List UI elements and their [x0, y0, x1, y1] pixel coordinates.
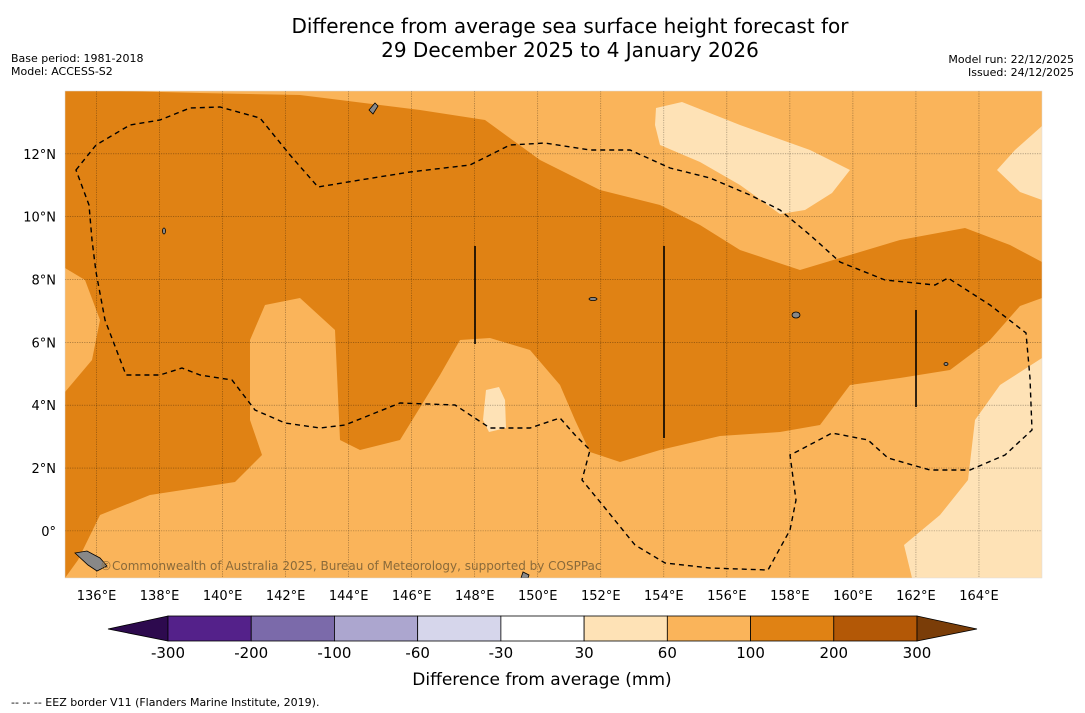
- lon-label: 142°E: [266, 589, 306, 604]
- lon-label: 146°E: [392, 589, 432, 604]
- colorbar-tick-label: 200: [819, 644, 848, 662]
- lat-label: 12°N: [23, 148, 56, 163]
- lon-label: 150°E: [518, 589, 558, 604]
- colorbar-tick-labels: -300 -200 -100 -60 -30 30 60 100 200 300: [151, 644, 931, 662]
- model-run: Model run: 22/12/2025: [948, 53, 1074, 66]
- title-line-2: 29 December 2025 to 4 January 2026: [381, 38, 759, 62]
- colorbar-underflow-arrow: [107, 615, 169, 642]
- eez-legend-note: -- -- -- EEZ border V11 (Flanders Marine…: [11, 696, 320, 709]
- lon-label: 156°E: [707, 589, 747, 604]
- island-kosrae-area: [943, 362, 949, 366]
- band-30-60-central-patch: [483, 387, 506, 432]
- lat-label: 4°N: [32, 399, 57, 414]
- colorbar: -300 -200 -100 -60 -30 30 60 100 200 300 Differen…: [107, 615, 978, 690]
- lon-label: 136°E: [77, 589, 117, 604]
- colorbar-tick-label: 300: [903, 644, 932, 662]
- colorbar-box: [417, 615, 502, 642]
- island-palau-area: [162, 227, 166, 235]
- colorbar-tick-label: -100: [317, 644, 351, 662]
- lon-label: 140°E: [203, 589, 243, 604]
- colorbar-box: [334, 615, 419, 642]
- attribution: ©Commonwealth of Australia 2025, Bureau …: [100, 559, 602, 573]
- colorbar-box: [500, 615, 585, 642]
- island-pohnpei-area: [791, 311, 801, 319]
- band-100-200-region: [65, 91, 1042, 578]
- map-title: Difference from average sea surface heig…: [200, 14, 940, 62]
- lat-label: 8°N: [32, 274, 57, 289]
- title-line-1: Difference from average sea surface heig…: [291, 14, 849, 38]
- colorbar-box: [167, 615, 252, 642]
- colorbar-boxes: [167, 615, 918, 642]
- lon-label: 164°E: [959, 589, 999, 604]
- colorbar-box: [250, 615, 335, 642]
- lon-label: 152°E: [581, 589, 621, 604]
- map-panel: ©Commonwealth of Australia 2025, Bureau …: [65, 91, 1042, 578]
- island-guam-area: [368, 102, 379, 115]
- island-new-ireland-area: [74, 550, 108, 572]
- latitude-labels: 12°N 10°N 8°N 6°N 4°N 2°N 0°: [23, 148, 56, 540]
- lat-label: 2°N: [32, 462, 57, 477]
- issued-date: Issued: 24/12/2025: [967, 66, 1074, 79]
- colorbar-tick-label: -300: [151, 644, 185, 662]
- band-30-60-north-patch: [655, 102, 850, 214]
- colorbar-box: [750, 615, 835, 642]
- island-chuuk-area: [588, 296, 598, 301]
- colorbar-box: [666, 615, 751, 642]
- lat-label: 0°: [41, 525, 56, 540]
- lon-label: 162°E: [896, 589, 936, 604]
- lon-label: 138°E: [140, 589, 180, 604]
- band-60-100-west-patch: [65, 268, 100, 392]
- colorbar-box: [583, 615, 668, 642]
- colorbar-title: Difference from average (mm): [412, 670, 671, 690]
- band-30-60-northeast-patch: [997, 126, 1042, 200]
- colorbar-tick-label: -30: [489, 644, 514, 662]
- lon-label: 148°E: [455, 589, 495, 604]
- island-bougainville-area: [520, 571, 530, 578]
- colorbar-tick-label: -60: [405, 644, 430, 662]
- colorbar-box: [833, 615, 918, 642]
- graticule: [65, 91, 1042, 578]
- colorbar-tick-label: -200: [234, 644, 268, 662]
- model-info: Base period: 1981-2018 Model: ACCESS-S2: [11, 52, 143, 78]
- colorbar-tick-label: 60: [658, 644, 677, 662]
- lon-label: 158°E: [770, 589, 810, 604]
- model-name: Model: ACCESS-S2: [11, 65, 113, 78]
- colorbar-tick-label: 100: [736, 644, 765, 662]
- lat-label: 10°N: [23, 211, 56, 226]
- colorbar-tick-label: 30: [575, 644, 594, 662]
- boundary-markers: [474, 246, 917, 438]
- lat-label: 6°N: [32, 336, 57, 351]
- map-frame: [64, 90, 1043, 579]
- colorbar-overflow-arrow: [916, 615, 978, 642]
- base-period: Base period: 1981-2018: [11, 52, 144, 65]
- land-islands: [74, 102, 949, 578]
- longitude-labels: 136°E 138°E 140°E 142°E 144°E 146°E 148°E 150°E…: [77, 589, 999, 604]
- lon-label: 144°E: [329, 589, 369, 604]
- run-info: Model run: 22/12/2025 Issued: 24/12/2025: [948, 53, 1074, 79]
- lon-label: 154°E: [644, 589, 684, 604]
- lon-label: 160°E: [833, 589, 873, 604]
